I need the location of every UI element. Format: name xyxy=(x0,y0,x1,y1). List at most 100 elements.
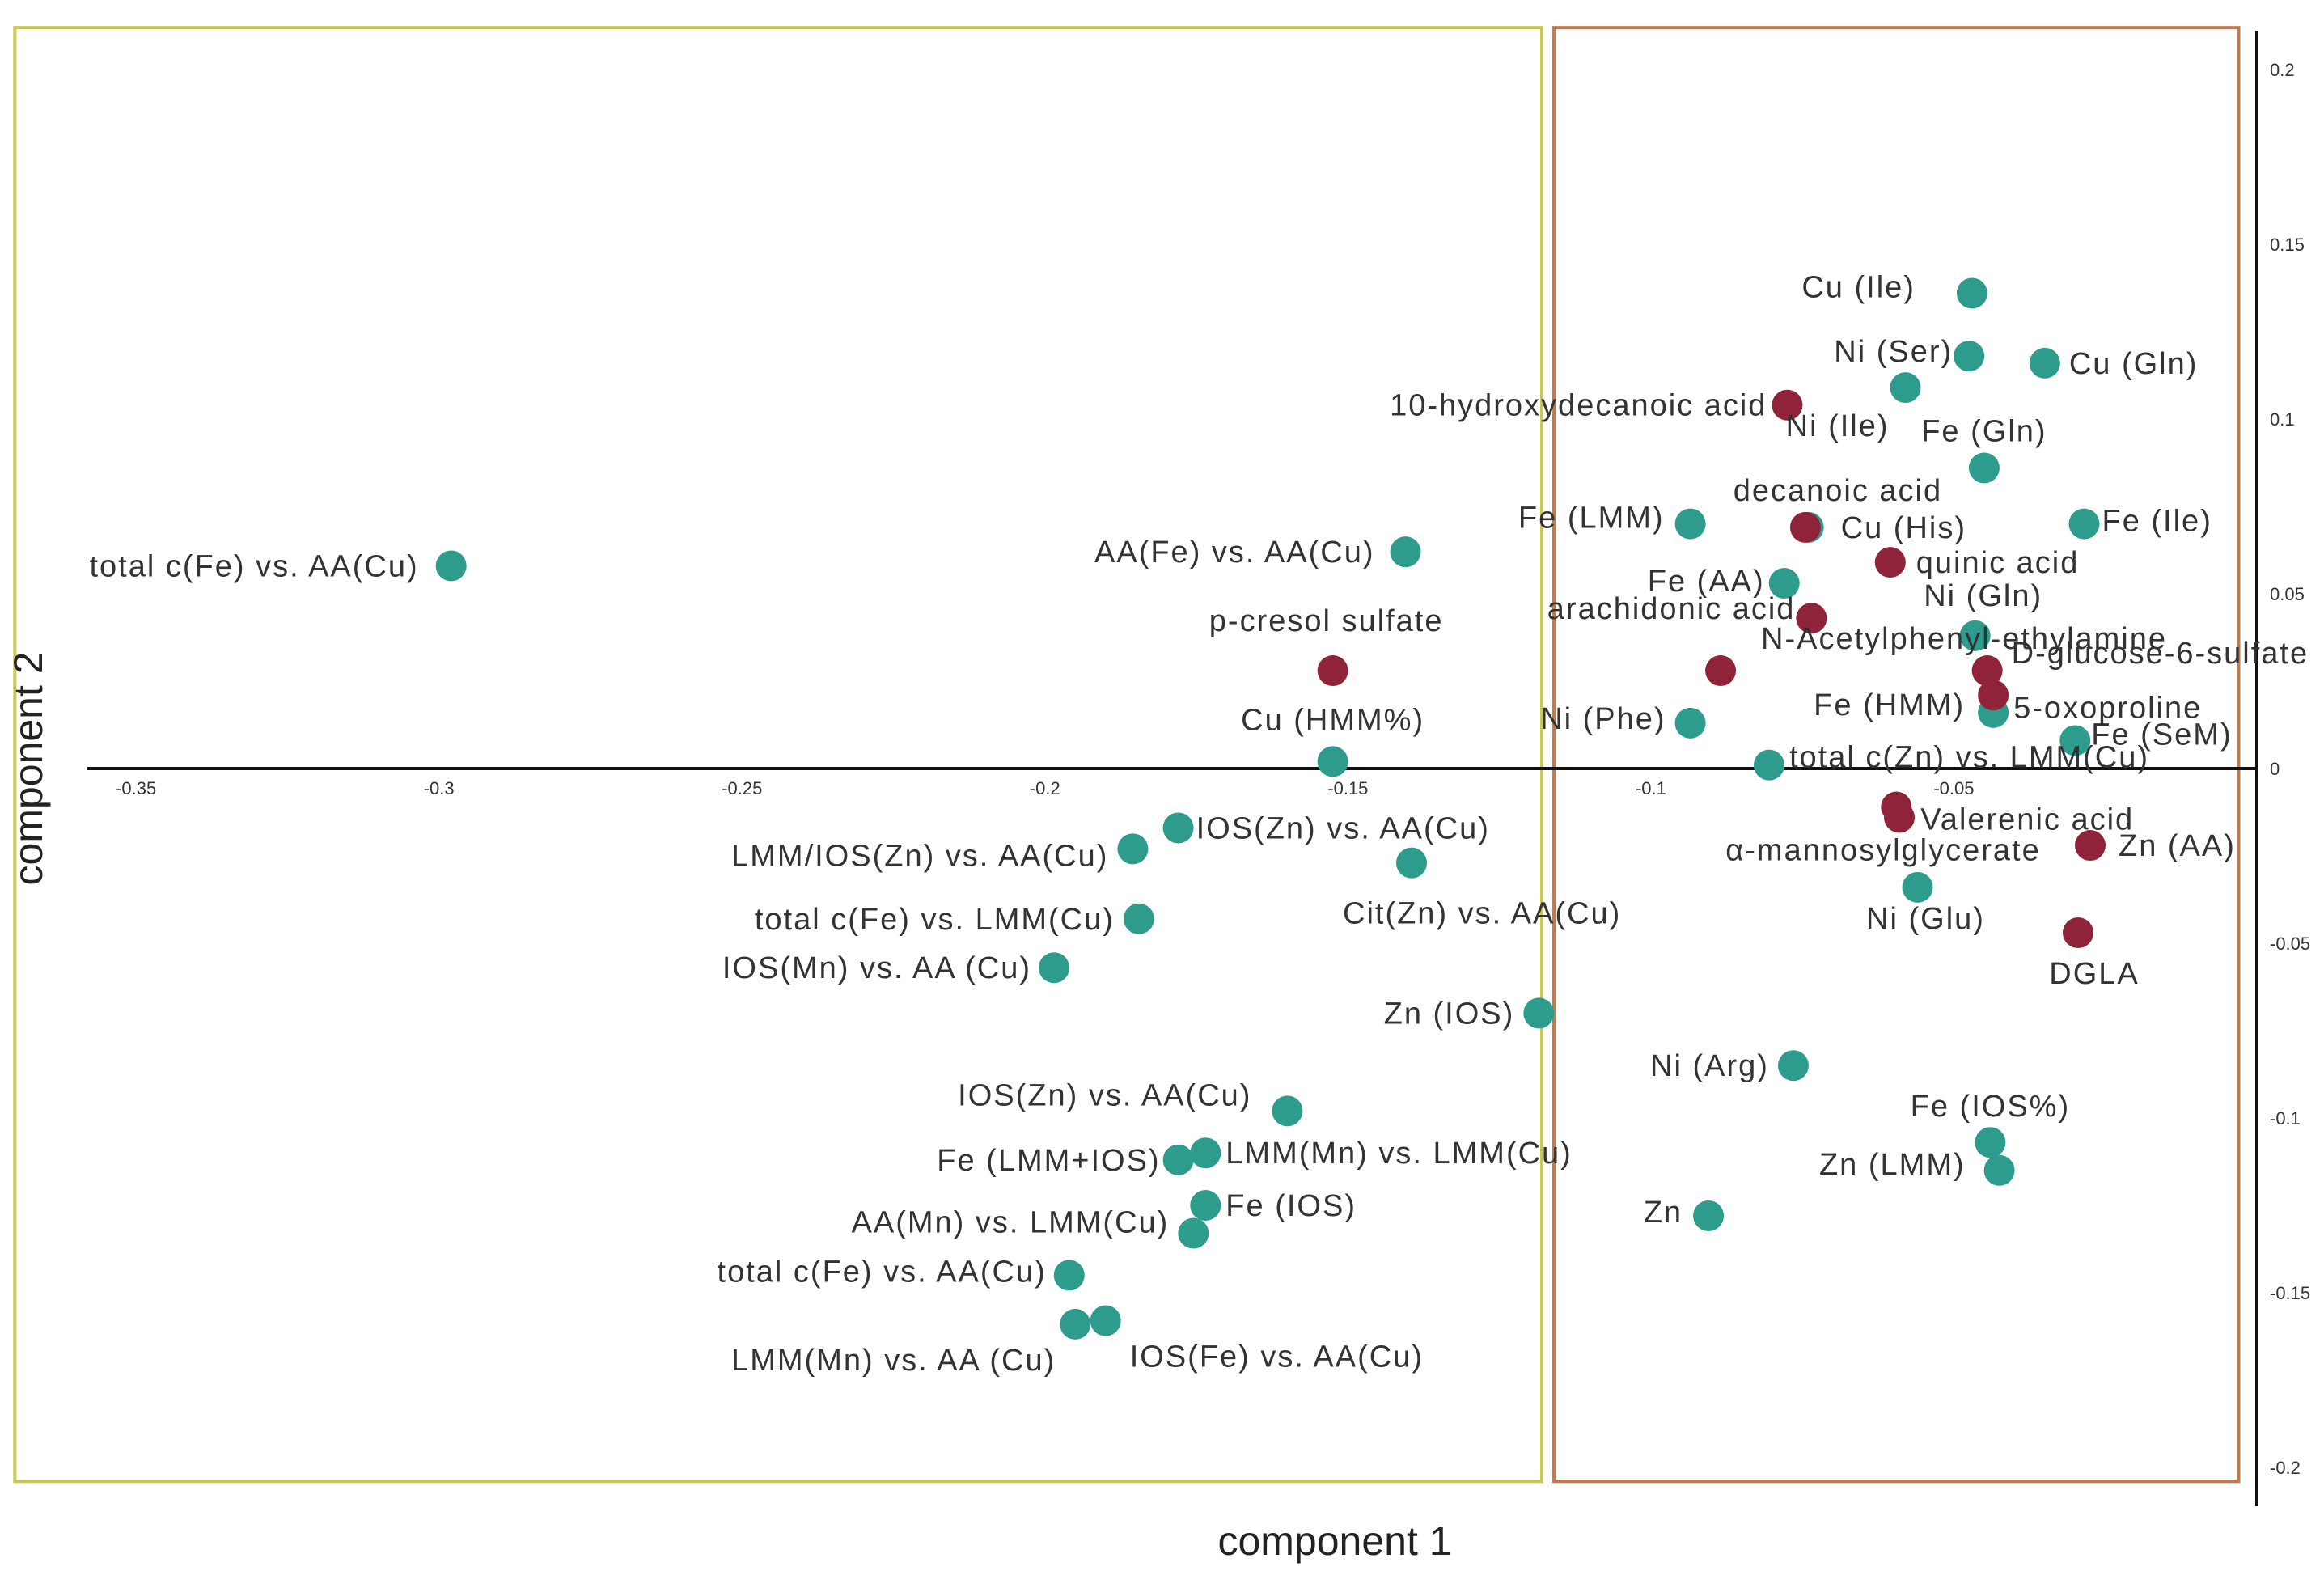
metal-point xyxy=(1753,749,1784,781)
region-box-left-group xyxy=(13,26,1544,1484)
metal-point-label: LMM(Mn) vs. AA (Cu) xyxy=(731,1344,1056,1378)
metal-point-label: IOS(Zn) vs. AA(Cu) xyxy=(1196,811,1490,845)
metal-point-label: Cu (Ile) xyxy=(1801,270,1916,304)
metal-point xyxy=(1390,536,1421,568)
metabolite-point-label: Zn (AA) xyxy=(2119,829,2236,863)
metal-point xyxy=(1117,833,1149,865)
metal-point-label: Ni (Ser) xyxy=(1834,335,1953,369)
metal-point-label: Ni (Glu) xyxy=(1866,902,1985,936)
metabolite-point-label: decanoic acid xyxy=(1733,474,1942,508)
y-tick-label: -0.05 xyxy=(2270,934,2310,954)
metabolite-point xyxy=(1874,547,1906,578)
metal-point-label: Zn (IOS) xyxy=(1384,997,1515,1031)
x-tick-label: -0.15 xyxy=(1327,778,1368,798)
metal-point-label: Cu (Gln) xyxy=(2069,347,2199,381)
metal-point-label: Fe (SeM) xyxy=(2091,718,2232,752)
x-tick-label: -0.05 xyxy=(1933,778,1974,798)
y-tick-label: 0.15 xyxy=(2270,235,2305,255)
metal-point xyxy=(1956,277,1987,309)
metal-point-label: IOS(Zn) vs. AA(Cu) xyxy=(958,1078,1251,1112)
metal-point-label: Cu (HMM%) xyxy=(1241,703,1424,737)
metal-point xyxy=(1777,1050,1809,1082)
metal-point-label: AA(Mn) vs. LMM(Cu) xyxy=(852,1206,1170,1240)
metal-point xyxy=(1674,707,1706,739)
x-tick-label: -0.2 xyxy=(1030,778,1060,798)
metal-point xyxy=(1959,620,1991,651)
metal-point xyxy=(1272,1095,1303,1127)
metabolite-point xyxy=(1796,603,1827,634)
metal-point xyxy=(1123,903,1154,934)
x-axis-title: component 1 xyxy=(1217,1518,1451,1564)
metabolite-point-label: quinic acid xyxy=(1916,546,2080,580)
metal-point-label: LMM/IOS(Zn) vs. AA(Cu) xyxy=(731,839,1108,873)
metal-point xyxy=(2029,347,2060,379)
region-boxes xyxy=(13,26,2241,1484)
metabolite-point-label: N-Acetylphenyl-ethylamine xyxy=(1761,622,2167,656)
metabolite-point xyxy=(2063,917,2094,949)
metal-point-label: IOS(Fe) vs. AA(Cu) xyxy=(1130,1340,1424,1374)
metal-point-label: Ni (Gln) xyxy=(1924,579,2042,613)
metal-point xyxy=(1317,746,1348,777)
metabolite-point xyxy=(1705,655,1737,687)
metabolite-point-label: 5-oxoproline xyxy=(2013,691,2202,725)
metal-point xyxy=(1090,1305,1121,1336)
metal-point xyxy=(1768,568,1800,599)
region-box-right-group xyxy=(1552,26,2241,1484)
metabolite-point xyxy=(1884,802,1916,833)
metabolite-point-label: arachidonic acid xyxy=(1547,592,1796,626)
tick-labels: -0.35 -0.3 -0.25 -0.2 -0.15 -0.1 -0.05 0.2 0.15 0… xyxy=(116,60,2310,1478)
metal-point xyxy=(2059,725,2091,756)
metabolite-point-label: D-glucose-6-sulfate xyxy=(2012,637,2309,671)
metal-point-label: Fe (Ile) xyxy=(2102,505,2212,539)
metal-point xyxy=(1890,372,1921,404)
metal-point-label: Fe (IOS%) xyxy=(1911,1090,2070,1124)
point-labels: total c(Fe) vs. AA(Cu) AA(Fe) vs. AA(Cu) C… xyxy=(89,270,2309,1378)
axes xyxy=(87,31,2258,1506)
metal-point xyxy=(1162,1144,1194,1175)
y-tick-label: 0.2 xyxy=(2270,60,2295,80)
metabolite-point xyxy=(1317,655,1348,687)
metabolite-point xyxy=(2074,830,2106,862)
x-tick-label: -0.3 xyxy=(424,778,455,798)
metal-point xyxy=(1190,1190,1221,1221)
metal-point-label: total c(Zn) vs. LMM(Cu) xyxy=(1789,741,2149,775)
metal-point xyxy=(1674,508,1706,540)
y-tick-label: 0.05 xyxy=(2270,584,2305,604)
metal-point-label: Fe (LMM) xyxy=(1518,502,1665,536)
metal-point xyxy=(1060,1308,1091,1340)
metal-point xyxy=(1983,1154,2015,1186)
metal-point-label: LMM(Mn) vs. LMM(Cu) xyxy=(1225,1137,1573,1171)
metal-point-label: IOS(Mn) vs. AA (Cu) xyxy=(722,951,1031,985)
metal-point-label: Ni (Arg) xyxy=(1650,1049,1769,1083)
metal-point xyxy=(435,550,467,582)
metal-point-label: Fe (Gln) xyxy=(1921,414,2047,448)
metal-point xyxy=(1975,1127,2006,1158)
x-tick-label: -0.35 xyxy=(116,778,156,798)
metabolite-point-label: p-cresol sulfate xyxy=(1209,604,1444,638)
y-tick-label: -0.2 xyxy=(2270,1458,2301,1478)
y-axis-title: component 2 xyxy=(6,651,51,885)
metal-point xyxy=(1968,452,2000,484)
metal-point xyxy=(2068,508,2100,540)
metal-point-label: Fe (IOS) xyxy=(1225,1189,1357,1223)
metal-point-label: Zn xyxy=(1644,1196,1683,1230)
metabolite-point-label: DGLA xyxy=(2049,957,2139,991)
metabolite-point-label: Valerenic acid xyxy=(1920,803,2134,837)
y-tick-label: -0.1 xyxy=(2270,1108,2301,1128)
metal-point xyxy=(1039,952,1070,984)
data-points xyxy=(435,277,2106,1340)
metal-point-label: total c(Fe) vs. LMM(Cu) xyxy=(755,903,1115,937)
metabolite-point xyxy=(1978,680,2009,711)
x-tick-label: -0.25 xyxy=(722,778,762,798)
metal-point xyxy=(1162,812,1194,844)
metal-point-label: Cu (His) xyxy=(1841,511,1966,545)
metal-point xyxy=(1902,871,1933,903)
metabolite-point xyxy=(1971,655,2003,687)
metal-point-label: total c(Fe) vs. AA(Cu) xyxy=(89,549,418,583)
metal-point xyxy=(1396,847,1428,879)
metal-point-label: total c(Fe) vs. AA(Cu) xyxy=(718,1255,1047,1289)
metabolite-point-label: α-mannosylglycerate xyxy=(1725,833,2040,867)
y-tick-label: 0.1 xyxy=(2270,409,2295,430)
metal-point-label: Cit(Zn) vs. AA(Cu) xyxy=(1343,897,1621,931)
